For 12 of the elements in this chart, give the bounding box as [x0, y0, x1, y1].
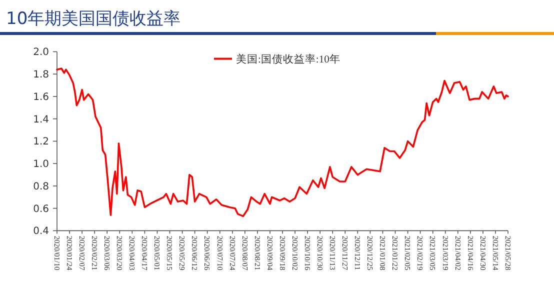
chart-title: 10年期美国国债收益率: [6, 9, 181, 29]
y-tick-label: 1.6: [33, 92, 49, 103]
y-tick-label: 0.8: [33, 181, 49, 192]
y-tick-label: 0.4: [33, 226, 49, 238]
y-tick-label: 0.6: [33, 204, 49, 215]
line-series: [56, 68, 509, 218]
y-tick-label: 1.2: [33, 136, 49, 148]
y-tick-label: 1.0: [33, 159, 49, 170]
y-tick-label: 2.0: [33, 47, 49, 58]
legend-label: 美国:国债收益率:10年: [236, 52, 340, 66]
y-tick-label: 1.4: [33, 114, 49, 126]
y-tick-label: 1.8: [33, 70, 49, 81]
